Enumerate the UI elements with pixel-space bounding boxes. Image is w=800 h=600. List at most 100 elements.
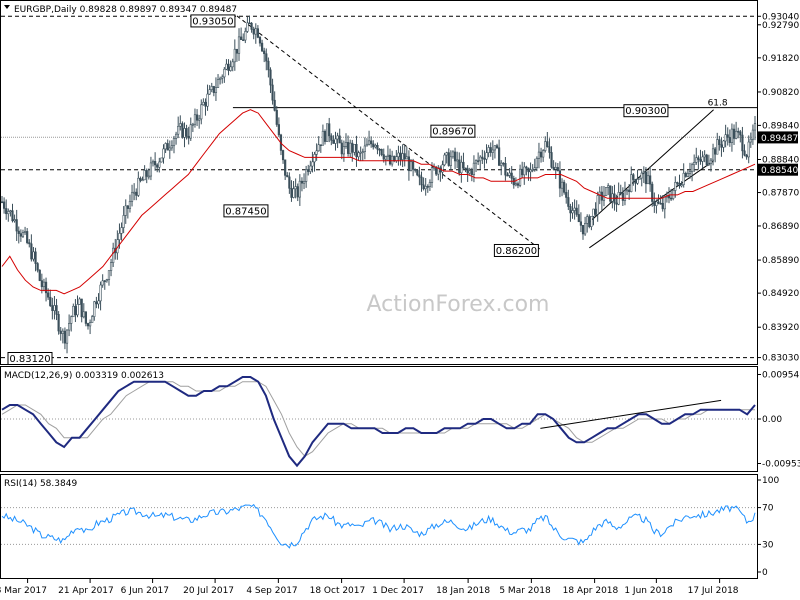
candle-body [414, 169, 417, 171]
candle-body [466, 168, 469, 174]
trendline-0 [236, 15, 541, 250]
candle-body [219, 77, 222, 80]
candle-body [749, 138, 752, 143]
candle-body [542, 150, 545, 158]
candle-body [732, 128, 736, 139]
annotation-box-3 [493, 243, 539, 257]
candle-body [267, 60, 270, 71]
candle-body [453, 151, 457, 162]
candle-body [36, 263, 39, 271]
candle-body [506, 174, 509, 177]
candle-body [32, 251, 35, 260]
candle-body [143, 170, 146, 181]
candle-body [0, 201, 4, 204]
dropdown-icon[interactable] [4, 5, 10, 9]
candle-body [319, 144, 322, 147]
candle-body [563, 181, 566, 193]
x-tick-label: 20 Jul 2017 [183, 586, 234, 596]
candle-body [290, 187, 293, 198]
candle-body [730, 128, 734, 143]
candle-body [579, 221, 583, 226]
x-tick-label: 18 Apr 2018 [563, 586, 619, 596]
macd-layer [1, 376, 757, 468]
annotation-label-1: 0.87450 [225, 206, 266, 217]
annotation-box-1 [223, 204, 269, 218]
candle-body [544, 141, 547, 151]
x-tick-label: 1 Dec 2017 [372, 586, 424, 596]
price-tick-label: 0.92790 [762, 21, 799, 31]
candle-body [105, 279, 108, 282]
candle-body [370, 140, 373, 145]
price-tick-label: 0.89840 [762, 121, 799, 131]
candle-body [342, 146, 345, 155]
candle-body [130, 192, 134, 202]
candle-body [403, 153, 406, 160]
candle-body [80, 298, 83, 318]
candle-body [288, 176, 291, 189]
candle-body [185, 128, 188, 137]
candle-body [250, 22, 253, 30]
candle-body [416, 170, 419, 176]
candle-body [588, 216, 591, 227]
candle-body [426, 186, 429, 188]
candle-body [395, 156, 398, 162]
candle-body [428, 182, 431, 187]
candle-body [464, 167, 467, 170]
candle-body [183, 128, 186, 138]
x-tick-label: 5 Mar 2018 [499, 586, 551, 596]
candle-body [533, 167, 536, 170]
candle-body [697, 157, 700, 160]
candle-body [235, 48, 239, 54]
candle-body [445, 152, 448, 156]
candle-body [63, 330, 67, 344]
candle-body [357, 152, 360, 158]
x-tick-label: 21 Apr 2017 [58, 586, 114, 596]
candle-body [607, 185, 610, 188]
candle-body [326, 123, 329, 142]
candle-body [695, 157, 698, 163]
candle-body [254, 28, 257, 35]
x-tick-label: 6 Jun 2017 [121, 586, 169, 596]
candle-body [602, 195, 606, 201]
macd-tick-label: 0.00 [762, 415, 782, 425]
price-tick-label: 0.84920 [762, 289, 799, 299]
candle-body [722, 140, 725, 148]
candle-body [449, 156, 452, 166]
candle-body [74, 305, 77, 316]
candle-body [634, 179, 637, 184]
candle-body [508, 172, 511, 176]
candle-body [313, 154, 316, 163]
candle-body [275, 110, 278, 125]
candle-body [233, 48, 236, 63]
x-tick-label: 18 Jan 2018 [436, 586, 490, 596]
price-box-label-1: 0.88540 [761, 166, 798, 176]
rsi-panel-frame [0, 474, 758, 579]
candle-body [346, 142, 350, 154]
rsi-tick-label: 70 [762, 504, 774, 514]
candle-body [707, 163, 710, 166]
candle-body [260, 42, 264, 52]
candle-body [101, 280, 104, 286]
candle-body [124, 205, 127, 216]
candle-body [525, 166, 528, 169]
candle-body [315, 150, 318, 155]
candle-body [193, 114, 197, 125]
candle-body [412, 161, 415, 170]
candle-body [349, 142, 352, 154]
candle-body [53, 305, 56, 311]
candle-body [76, 304, 79, 316]
candle-body [296, 186, 299, 198]
candle-body [405, 156, 408, 160]
candle-body [735, 130, 738, 139]
candle-body [309, 165, 312, 172]
candle-body [61, 330, 64, 334]
candle-body [560, 181, 564, 189]
price-tick-label: 0.91820 [762, 54, 799, 64]
rsi-tick-label: 100 [762, 476, 779, 486]
candle-body [359, 151, 362, 154]
candle-body [573, 207, 576, 211]
candle-body [705, 154, 708, 165]
candle-body [548, 146, 551, 153]
candle-body [195, 114, 199, 121]
candle-body [191, 123, 194, 126]
